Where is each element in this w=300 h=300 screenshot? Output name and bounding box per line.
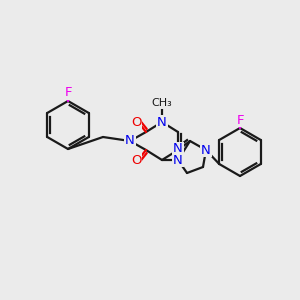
Text: N: N bbox=[157, 116, 167, 128]
Text: N: N bbox=[201, 143, 211, 157]
Text: N: N bbox=[173, 154, 183, 166]
Text: CH₃: CH₃ bbox=[152, 98, 172, 108]
Text: F: F bbox=[64, 86, 72, 100]
Text: O: O bbox=[131, 116, 141, 128]
Text: N: N bbox=[173, 142, 183, 155]
Text: F: F bbox=[236, 113, 244, 127]
Text: O: O bbox=[131, 154, 141, 166]
Text: N: N bbox=[125, 134, 135, 148]
